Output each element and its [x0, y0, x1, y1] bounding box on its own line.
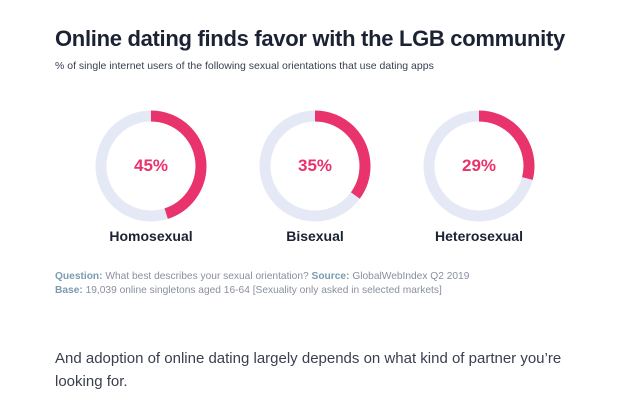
category-label-homosexual: Homosexual — [109, 228, 193, 244]
donut-homosexual: 45% — [91, 106, 211, 226]
donut-svg — [95, 110, 207, 222]
donut-heterosexual: 29% — [419, 106, 539, 226]
body-paragraph: And adoption of online dating largely de… — [55, 350, 562, 390]
category-label-heterosexual: Heterosexual — [435, 228, 523, 244]
chart-title: Online dating finds favor with the LGB c… — [55, 26, 565, 51]
base-note: Base: 19,039 online singletons aged 16-6… — [55, 285, 442, 296]
question-text: What best describes your sexual orientat… — [105, 271, 309, 282]
donut-value-label: 45% — [133, 156, 169, 175]
donut-arc — [423, 110, 535, 222]
category-label-bisexual: Bisexual — [286, 228, 344, 244]
donut-svg — [423, 110, 535, 222]
question-source-note: Question: What best describes your sexua… — [55, 271, 469, 282]
donut-value-label: 29% — [461, 156, 497, 175]
donut-arc — [259, 110, 371, 222]
donut-arc — [95, 110, 207, 222]
donut-bisexual: 35% — [255, 106, 375, 226]
question-label: Question: — [55, 271, 103, 282]
base-text: 19,039 online singletons aged 16-64 [Sex… — [85, 285, 442, 296]
donut-value-label: 35% — [297, 156, 333, 175]
source-label: Source: — [311, 271, 350, 282]
donut-svg — [259, 110, 371, 222]
chart-subtitle: % of single internet users of the follow… — [55, 60, 434, 72]
source-text: GlobalWebIndex Q2 2019 — [352, 271, 470, 282]
base-label: Base: — [55, 285, 83, 296]
